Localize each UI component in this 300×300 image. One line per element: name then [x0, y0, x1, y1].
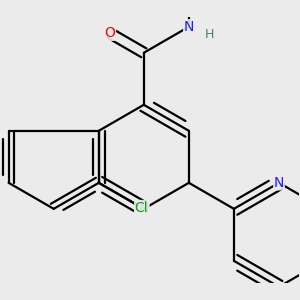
Text: N: N	[274, 176, 284, 190]
Text: H: H	[205, 28, 214, 41]
Text: O: O	[105, 26, 116, 40]
Text: N: N	[184, 20, 194, 34]
Text: Cl: Cl	[135, 200, 148, 214]
Text: N: N	[139, 202, 149, 216]
